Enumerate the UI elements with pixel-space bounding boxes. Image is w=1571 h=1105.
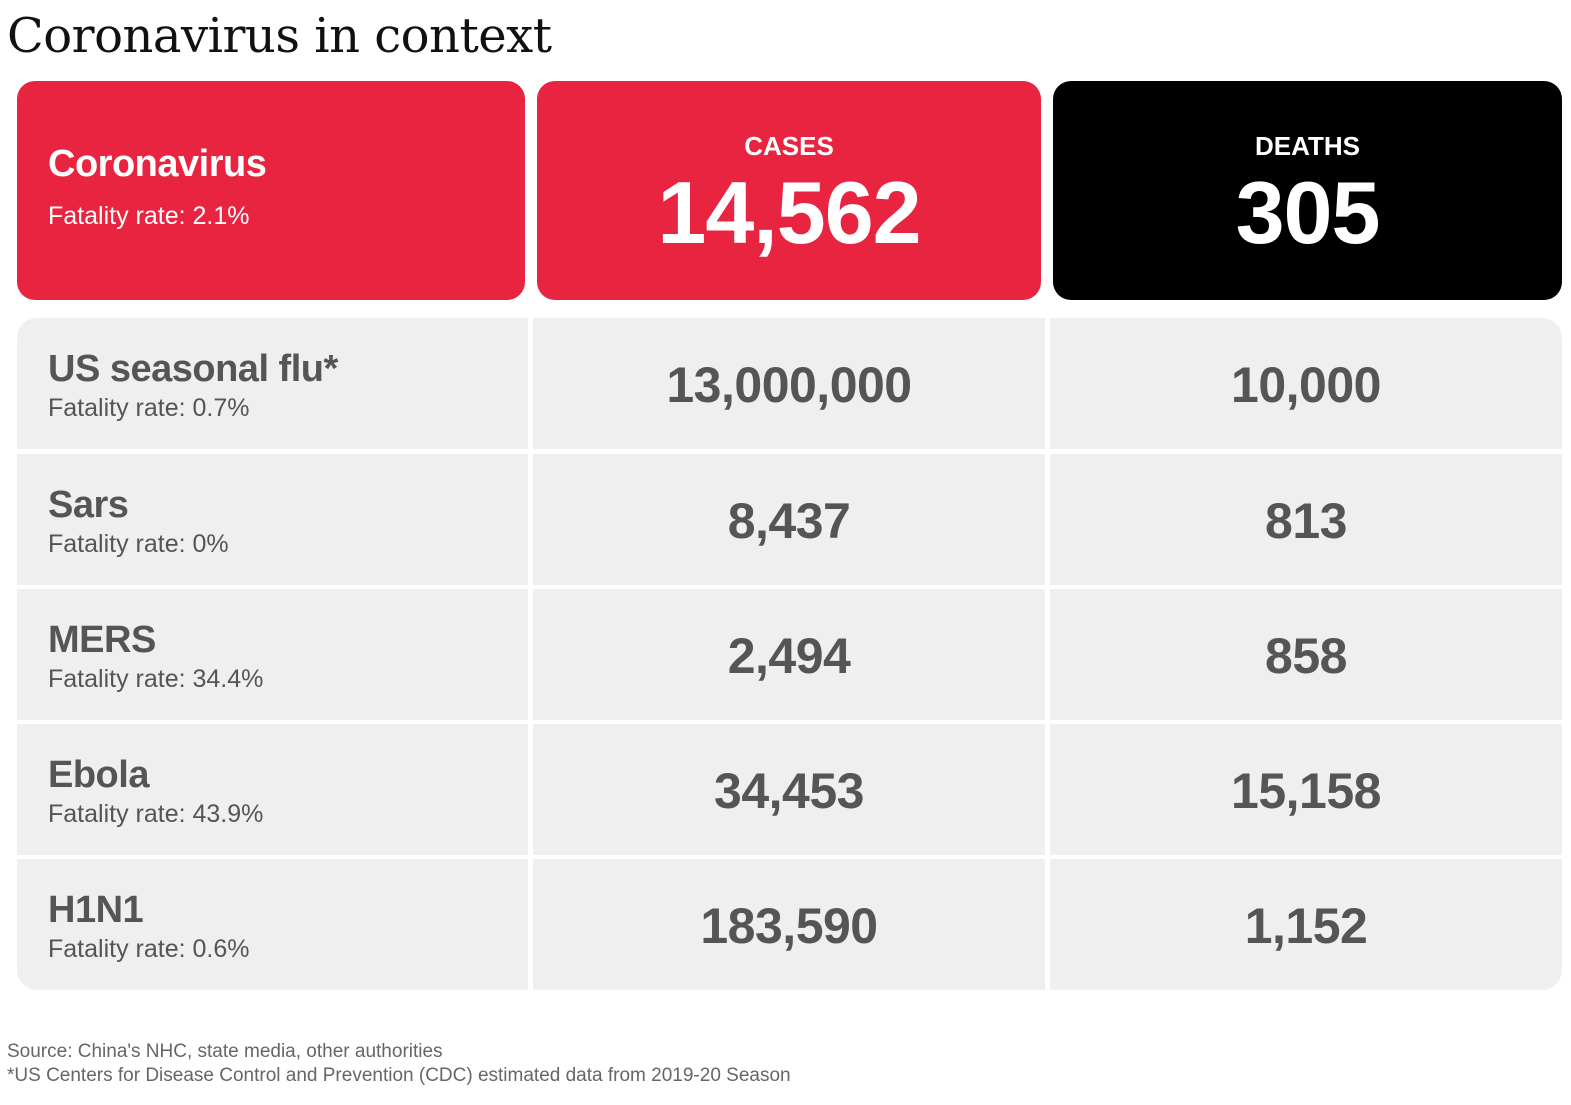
fatality-rate: Fatality rate: 0.7% — [48, 394, 250, 422]
source-note: Source: China's NHC, state media, other … — [7, 1041, 443, 1062]
row-cases-cell: 8,437 — [533, 454, 1045, 585]
highlight-fatality-rate: Fatality rate: 2.1% — [48, 202, 250, 230]
comparison-table: US seasonal flu* Fatality rate: 0.7% 13,… — [17, 318, 1562, 990]
cases-column-header: CASES — [744, 131, 834, 161]
highlight-deaths-cell: DEATHS 305 — [1053, 81, 1562, 300]
row-deaths-cell: 15,158 — [1050, 724, 1562, 855]
deaths-value: 10,000 — [1231, 357, 1381, 413]
cases-value: 183,590 — [700, 898, 878, 954]
highlight-cases-cell: CASES 14,562 — [537, 81, 1041, 300]
table-row: US seasonal flu* Fatality rate: 0.7% 13,… — [17, 318, 1562, 449]
fatality-rate: Fatality rate: 0.6% — [48, 935, 250, 963]
row-name-cell: US seasonal flu* Fatality rate: 0.7% — [17, 318, 528, 449]
highlight-name: Coronavirus — [48, 143, 267, 185]
row-cases-cell: 2,494 — [533, 589, 1045, 720]
highlight-deaths-value: 305 — [1235, 163, 1381, 262]
row-name-cell: Ebola Fatality rate: 43.9% — [17, 724, 528, 855]
disease-name: US seasonal flu* — [48, 348, 338, 390]
row-deaths-cell: 10,000 — [1050, 318, 1562, 449]
row-cases-cell: 183,590 — [533, 859, 1045, 990]
row-deaths-cell: 813 — [1050, 454, 1562, 585]
row-cases-cell: 34,453 — [533, 724, 1045, 855]
row-name-cell: MERS Fatality rate: 34.4% — [17, 589, 528, 720]
row-name-cell: H1N1 Fatality rate: 0.6% — [17, 859, 528, 990]
row-deaths-cell: 858 — [1050, 589, 1562, 720]
row-deaths-cell: 1,152 — [1050, 859, 1562, 990]
deaths-value: 813 — [1265, 493, 1347, 549]
footnote: *US Centers for Disease Control and Prev… — [7, 1065, 791, 1086]
row-cases-cell: 13,000,000 — [533, 318, 1045, 449]
highlight-cases-value: 14,562 — [657, 163, 921, 262]
cases-value: 34,453 — [714, 763, 864, 819]
row-name-cell: Sars Fatality rate: 0% — [17, 454, 528, 585]
disease-name: H1N1 — [48, 889, 144, 931]
deaths-value: 15,158 — [1231, 763, 1381, 819]
disease-name: MERS — [48, 619, 156, 661]
fatality-rate: Fatality rate: 0% — [48, 530, 229, 558]
cases-value: 13,000,000 — [666, 357, 912, 413]
deaths-value: 1,152 — [1244, 898, 1368, 954]
table-row: H1N1 Fatality rate: 0.6% 183,590 1,152 — [17, 859, 1562, 990]
cases-value: 2,494 — [727, 628, 851, 684]
disease-name: Ebola — [48, 754, 149, 796]
fatality-rate: Fatality rate: 34.4% — [48, 665, 264, 693]
disease-name: Sars — [48, 484, 129, 526]
chart-title: Coronavirus in context — [7, 8, 552, 64]
table-row: Sars Fatality rate: 0% 8,437 813 — [17, 454, 1562, 585]
table-row: MERS Fatality rate: 34.4% 2,494 858 — [17, 589, 1562, 720]
fatality-rate: Fatality rate: 43.9% — [48, 800, 264, 828]
deaths-value: 858 — [1265, 628, 1347, 684]
deaths-column-header: DEATHS — [1255, 131, 1360, 161]
cases-value: 8,437 — [727, 493, 851, 549]
table-row: Ebola Fatality rate: 43.9% 34,453 15,158 — [17, 724, 1562, 855]
highlight-name-cell: Coronavirus Fatality rate: 2.1% — [17, 81, 525, 300]
